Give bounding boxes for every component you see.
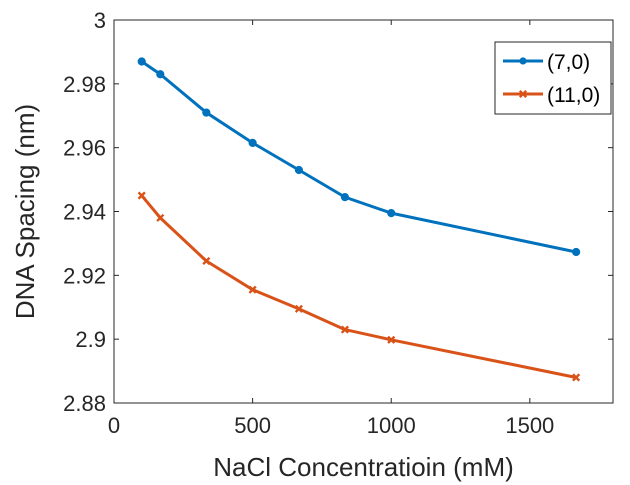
data-point bbox=[248, 285, 257, 294]
data-point bbox=[156, 213, 165, 222]
legend-box bbox=[494, 41, 612, 115]
legend-label: (11,0) bbox=[547, 84, 600, 107]
data-point bbox=[294, 304, 303, 313]
series-line-1 bbox=[140, 194, 577, 379]
data-point bbox=[202, 108, 211, 117]
legend-marker bbox=[518, 89, 528, 99]
series-line-0 bbox=[140, 60, 577, 254]
data-point bbox=[156, 70, 165, 79]
y-axis-title: DNA Spacing (nm) bbox=[10, 104, 40, 319]
x-axis-title: NaCl Concentratioin (mM) bbox=[213, 452, 514, 482]
axes: 0 500 1000 1500 2.88 2.9 2.92 2.94 2.96 2.98 3 bbox=[63, 8, 614, 438]
data-point bbox=[387, 208, 396, 218]
y-tick-label: 3 bbox=[94, 8, 106, 33]
x-tick-label: 1500 bbox=[505, 413, 554, 438]
data-point bbox=[340, 193, 350, 202]
data-point bbox=[248, 138, 257, 147]
data-point bbox=[137, 57, 146, 66]
x-tick-label: 0 bbox=[108, 413, 120, 438]
legend-marker bbox=[519, 57, 527, 65]
y-tick-label: 2.92 bbox=[63, 263, 106, 288]
y-tick-label: 2.88 bbox=[63, 391, 106, 416]
data-point bbox=[202, 256, 211, 266]
data-point bbox=[137, 191, 146, 200]
data-point bbox=[340, 325, 349, 334]
data-point bbox=[572, 373, 581, 382]
x-tick-label: 500 bbox=[234, 413, 271, 438]
legend: (7,0) (11,0) bbox=[494, 41, 612, 115]
legend-label: (7,0) bbox=[547, 51, 590, 74]
series-layer bbox=[137, 57, 581, 382]
y-tick-label: 2.96 bbox=[63, 136, 106, 161]
data-point bbox=[294, 165, 304, 175]
data-point bbox=[387, 335, 396, 344]
y-tick-label: 2.98 bbox=[63, 72, 106, 97]
y-tick-label: 2.9 bbox=[75, 327, 106, 352]
data-point bbox=[572, 247, 581, 257]
x-tick-label: 1000 bbox=[367, 413, 416, 438]
y-tick-label: 2.94 bbox=[63, 200, 106, 225]
